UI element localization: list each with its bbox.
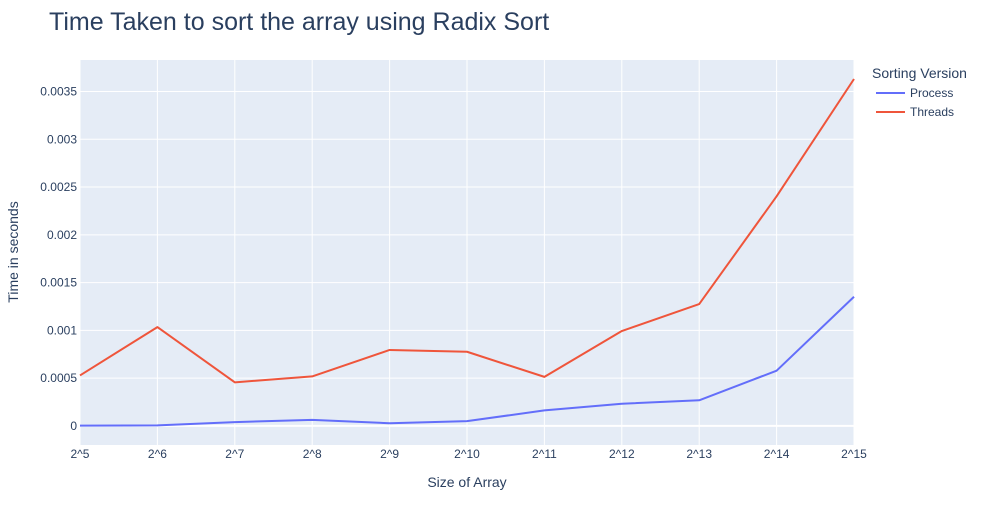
legend-label: Process [910,86,953,100]
legend-items: Process Threads [876,86,954,119]
y-tick-label: 0.0025 [40,180,77,194]
legend[interactable]: Sorting Version Process Threads [872,65,967,119]
y-tick-label: 0.0015 [40,276,77,290]
legend-title: Sorting Version [872,65,967,81]
x-tick-label: 2^9 [380,447,399,461]
chart-title: Time Taken to sort the array using Radix… [49,8,549,36]
x-tick-label: 2^13 [686,447,712,461]
y-tick-label: 0 [70,419,77,433]
y-axis-title: Time in seconds [5,201,21,302]
x-tick-label: 2^10 [454,447,480,461]
y-tick-label: 0.003 [47,132,77,146]
x-tick-label: 2^15 [841,447,867,461]
x-tick-labels: 2^5 2^6 2^7 2^8 2^9 2^10 2^11 2^12 2^13 2^14 2^15 [71,447,868,461]
y-tick-label: 0.002 [47,228,77,242]
y-tick-label: 0.001 [47,323,77,337]
x-tick-label: 2^8 [303,447,322,461]
y-tick-labels: 0 0.0005 0.001 0.0015 0.002 0.0025 0.003 0.0035 [40,85,77,433]
x-tick-label: 2^7 [225,447,244,461]
x-gridlines [79,60,855,445]
y-tick-label: 0.0035 [40,85,77,99]
x-axis-title: Size of Array [427,474,506,490]
x-tick-label: 2^6 [148,447,167,461]
x-tick-label: 2^12 [609,447,635,461]
x-tick-label: 2^11 [532,447,557,461]
legend-item-process[interactable]: Process [876,86,953,100]
series-lines [79,78,855,427]
y-gridlines [80,91,854,427]
x-tick-label: 2^14 [764,447,790,461]
legend-label: Threads [910,105,954,119]
y-tick-label: 0.0005 [40,371,77,385]
legend-item-threads[interactable]: Threads [876,105,954,119]
x-tick-label: 2^5 [71,447,90,461]
